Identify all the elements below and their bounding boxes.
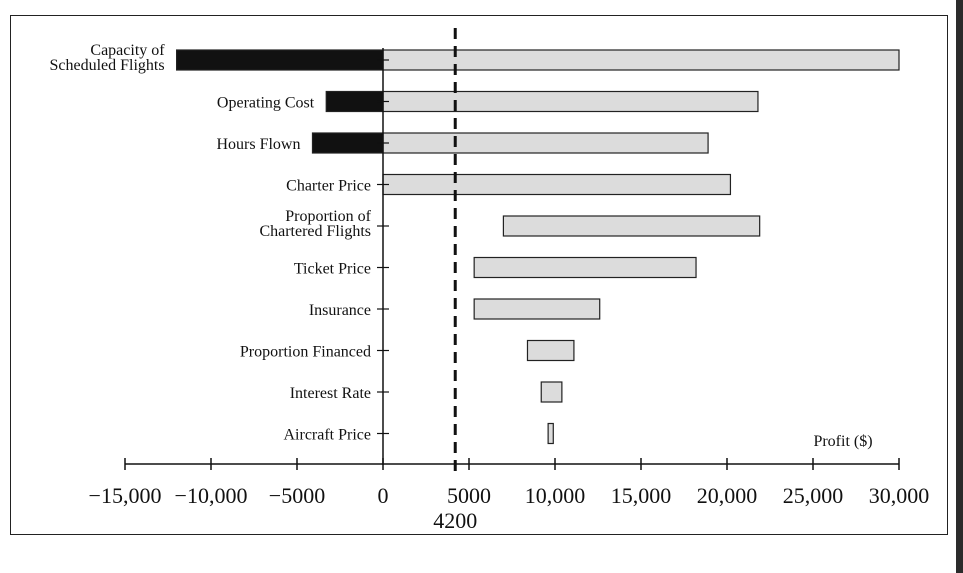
- category-label: Insurance: [309, 302, 371, 319]
- bar-high: [382, 173, 732, 196]
- category-label: Ticket Price: [294, 261, 371, 278]
- x-tick-label: 5000: [447, 483, 491, 508]
- bar-high: [473, 256, 697, 279]
- category-label: Proportion of Chartered Flights: [259, 208, 371, 240]
- category-label: Aircraft Price: [283, 427, 371, 444]
- x-tick-label: 0: [378, 483, 389, 508]
- category-label: Operating Cost: [217, 95, 315, 112]
- category-label: Interest Rate: [290, 385, 371, 402]
- window-edge: [956, 0, 963, 573]
- bar-low: [325, 90, 384, 113]
- x-tick-label: −15,000: [89, 483, 162, 508]
- x-tick-label: 10,000: [525, 483, 586, 508]
- bar-high: [540, 381, 563, 403]
- bar-high: [547, 422, 554, 445]
- x-tick-label: 25,000: [783, 483, 844, 508]
- category-labels: Capacity of Scheduled Flights Operating Co…: [49, 42, 371, 444]
- bar-high: [473, 298, 601, 320]
- x-tick-label: 30,000: [869, 483, 930, 508]
- reference-line-label: 4200: [433, 508, 477, 533]
- chart-frame: [10, 15, 948, 535]
- reference-line-group: 4200: [433, 28, 477, 533]
- x-axis: −15,000 −10,000 −5000 0 5000 10,000 15,000 20,0…: [89, 48, 930, 508]
- bar-high: [382, 49, 900, 71]
- bar-high: [382, 90, 759, 113]
- x-tick-label: 20,000: [697, 483, 758, 508]
- bar-high: [382, 132, 709, 154]
- category-label: Proportion Financed: [240, 344, 371, 361]
- bar-high: [526, 339, 575, 362]
- x-tick-label: −10,000: [175, 483, 248, 508]
- bar-low: [311, 132, 384, 154]
- category-label: Charter Price: [286, 178, 371, 195]
- x-tick-label: 15,000: [611, 483, 672, 508]
- x-tick-label: −5000: [269, 483, 325, 508]
- x-axis-label: Profit ($): [813, 433, 872, 450]
- bar-high: [502, 215, 761, 237]
- category-label: Capacity of Scheduled Flights: [49, 42, 165, 74]
- bar-low: [176, 49, 384, 71]
- category-label: Hours Flown: [216, 136, 300, 153]
